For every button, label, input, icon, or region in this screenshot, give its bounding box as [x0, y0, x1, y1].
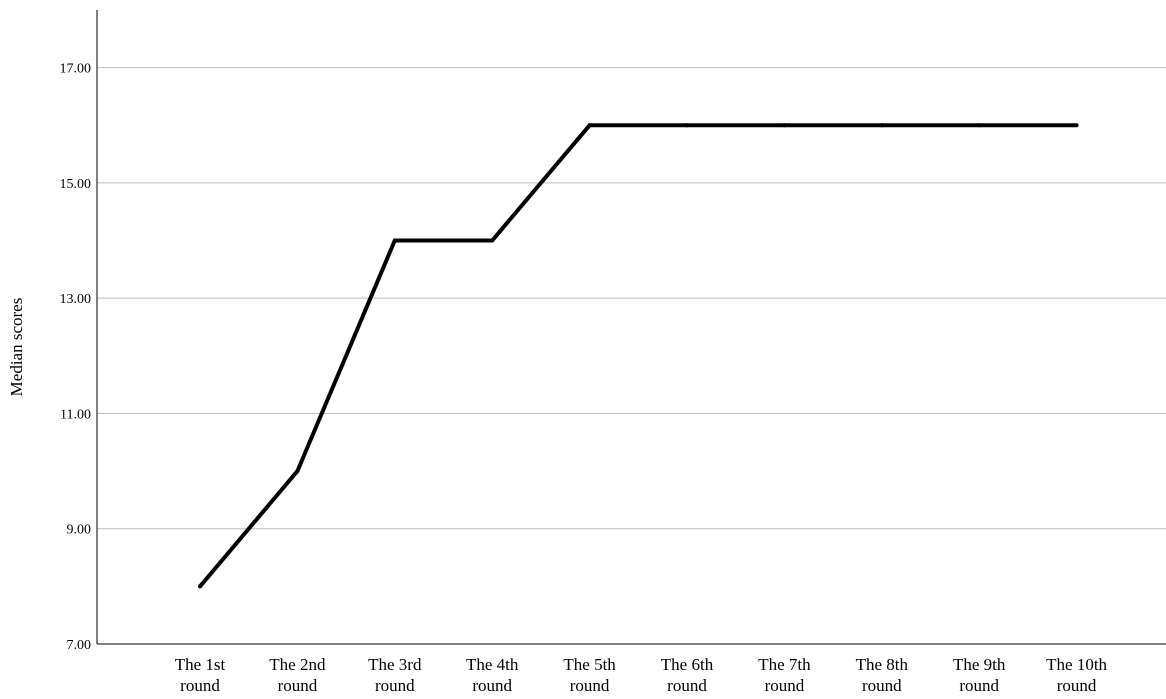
data-point — [198, 584, 202, 589]
x-tick-label: The 2nd round — [269, 655, 326, 695]
x-tick-label: The 5th round — [563, 655, 616, 695]
data-point — [490, 238, 495, 243]
data-point — [392, 238, 397, 243]
x-tick-label: The 1st round — [175, 655, 226, 695]
x-tick-label: The 7th round — [758, 655, 811, 695]
y-tick-label: 11.00 — [60, 407, 91, 422]
x-tick-label: The 6th round — [661, 655, 714, 695]
data-point — [587, 123, 592, 128]
x-tick-label: The 9th round — [953, 655, 1006, 695]
gridlines — [97, 67, 1166, 530]
x-tick-label: The 3rd round — [368, 655, 422, 695]
y-tick-labels: 7.00 9.00 11.00 13.00 15.00 17.00 — [60, 62, 92, 653]
y-tick-label: 15.00 — [60, 177, 92, 192]
data-points — [198, 123, 1079, 589]
series-line — [198, 123, 1077, 588]
data-point — [295, 469, 300, 474]
y-tick-label: 7.00 — [67, 638, 92, 653]
y-tick-label: 17.00 — [60, 62, 92, 77]
data-point — [782, 123, 787, 128]
x-tick-label: The 10th round — [1046, 655, 1107, 695]
y-tick-label: 9.00 — [67, 523, 92, 538]
data-point — [879, 123, 884, 128]
data-point — [977, 123, 982, 128]
data-point — [1074, 123, 1079, 128]
x-tick-label: The 8th round — [856, 655, 909, 695]
y-axis-title: Median scores — [7, 298, 26, 397]
y-tick-label: 13.00 — [60, 292, 92, 307]
x-tick-label: The 4th round — [466, 655, 519, 695]
x-tick-labels: The 1st round The 2nd round The 3rd round The … — [175, 655, 1108, 695]
data-point — [685, 123, 689, 128]
